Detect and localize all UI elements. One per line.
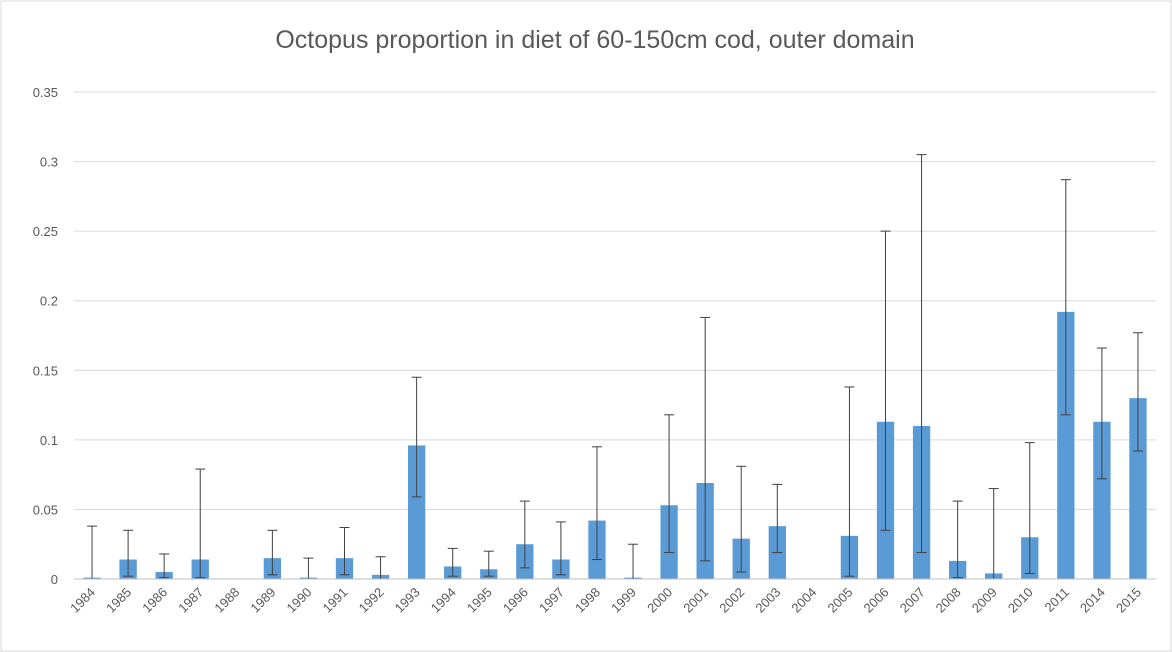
y-tick-label: 0.1 [40, 433, 58, 448]
bar [1093, 421, 1111, 579]
y-tick-label: 0 [51, 572, 58, 587]
y-tick-label: 0.05 [33, 502, 58, 517]
bar [1129, 398, 1147, 579]
bar [1057, 311, 1075, 579]
y-tick-label: 0.2 [40, 294, 58, 309]
chart-title: Octopus proportion in diet of 60-150cm c… [275, 26, 914, 54]
y-tick-label: 0.3 [40, 155, 58, 170]
bar [407, 445, 426, 579]
y-tick-label: 0.35 [33, 85, 58, 100]
y-tick-label: 0.15 [33, 363, 58, 378]
y-tick-label: 0.25 [33, 224, 58, 239]
